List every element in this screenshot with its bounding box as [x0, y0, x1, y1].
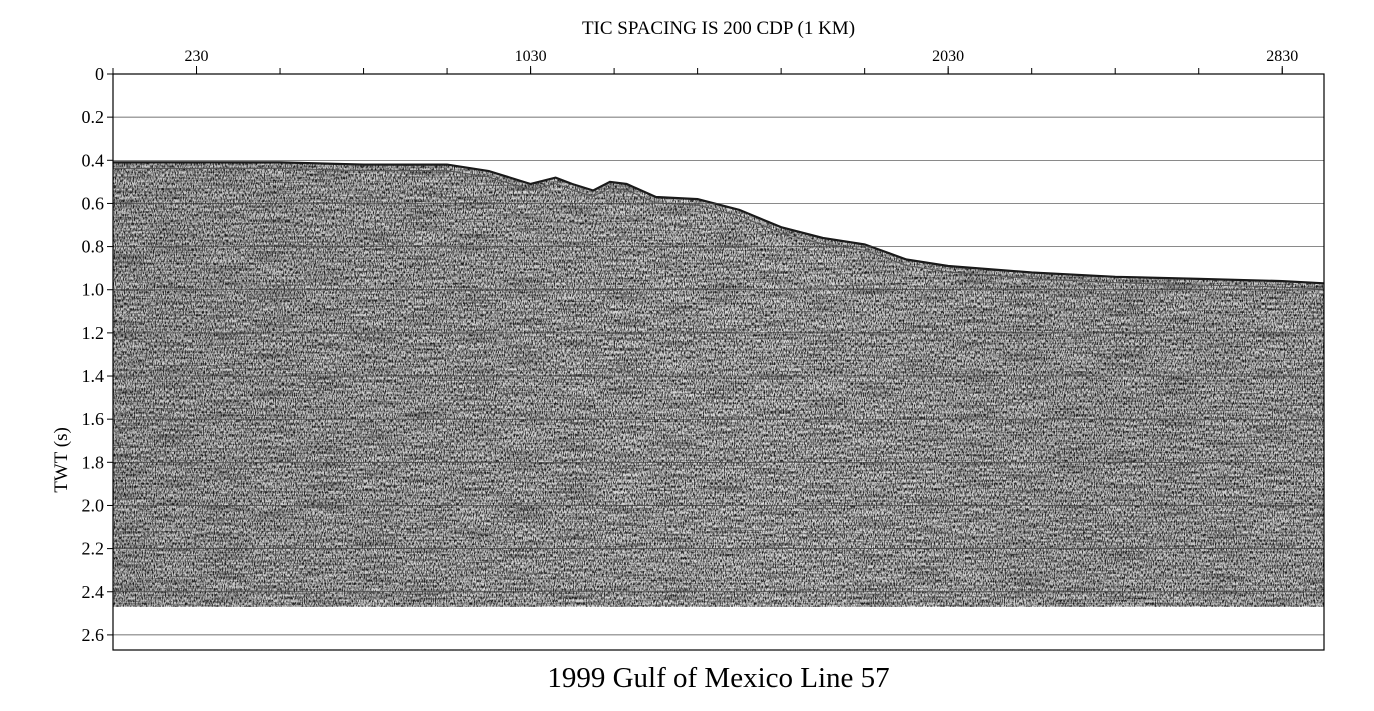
y-tick-label-2: 0.4 — [82, 150, 105, 170]
seafloor-multiple — [113, 167, 1325, 290]
y-tick-label-9: 1.8 — [82, 452, 105, 472]
x-tick-label-1: 1030 — [515, 48, 547, 65]
seismic-layering — [113, 162, 1324, 607]
x-tick-label-2: 2030 — [932, 48, 964, 65]
y-tick-label-1: 0.2 — [82, 107, 105, 127]
y-tick-label-10: 2.0 — [82, 495, 105, 515]
axes: 0 0.2 0.4 0.6 0.8 1.0 1.2 1.4 1.6 1.8 2.0 2.2 2.4 2.6… — [82, 48, 1325, 651]
y-tick-label-8: 1.6 — [82, 409, 105, 429]
y-tick-label-6: 1.2 — [82, 323, 105, 343]
x-tick-label-3: 2830 — [1266, 48, 1298, 65]
chart-subtitle: TIC SPACING IS 200 CDP (1 KM) — [581, 18, 856, 39]
plot-frame — [112, 73, 1325, 651]
seismic-section — [113, 162, 1324, 607]
plot-area — [113, 116, 1325, 636]
y-tick-label-5: 1.0 — [82, 280, 105, 300]
y-tick-label-0: 0 — [95, 64, 104, 84]
y-tick-label-11: 2.2 — [82, 539, 105, 559]
y-tick-label-4: 0.8 — [82, 237, 105, 257]
y-tick-label-3: 0.6 — [82, 193, 105, 213]
y-tick-label-12: 2.4 — [82, 582, 105, 602]
x-tick-label-0: 230 — [185, 48, 209, 65]
seafloor-reflector — [113, 161, 1325, 285]
chart-title: 1999 Gulf of Mexico Line 57 — [547, 662, 890, 694]
y-tick-label-7: 1.4 — [82, 366, 105, 386]
y-tick-label-13: 2.6 — [82, 625, 105, 645]
